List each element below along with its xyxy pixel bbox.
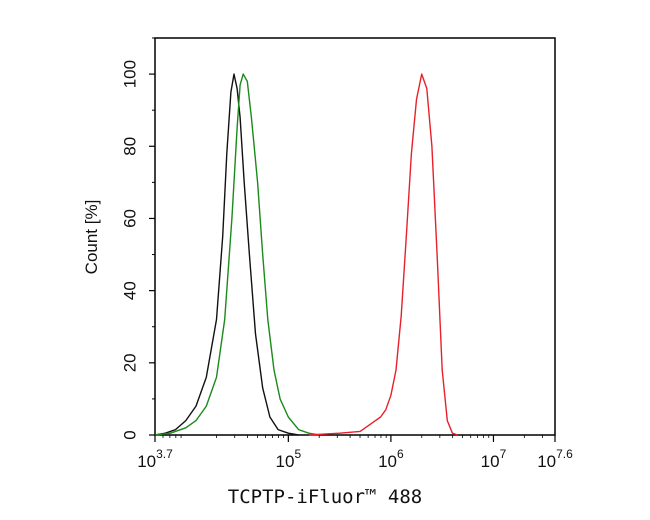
series-line-3: [308, 73, 458, 436]
series-line-2: [154, 73, 320, 436]
series-layer: [154, 73, 458, 436]
y-tick-label: 0: [120, 430, 139, 439]
y-tick-label: 100: [120, 60, 139, 88]
x-tick-label: 103.7: [137, 447, 173, 471]
y-tick-label: 60: [120, 209, 139, 228]
y-tick-label: 20: [120, 353, 139, 372]
x-tick-label: 106: [378, 447, 404, 471]
plot-frame: [154, 37, 556, 436]
x-axis: 103.7 105 106 107 107.6: [137, 435, 573, 471]
x-tick-label: 107.6: [537, 447, 573, 471]
y-axis-label: Count [%]: [82, 200, 101, 275]
y-tick-label: 80: [120, 137, 139, 156]
y-tick-label: 40: [120, 281, 139, 300]
series-line-1: [154, 73, 299, 436]
y-axis: 0 20 40 60 80 100: [120, 37, 155, 440]
x-tick-label: 107: [481, 447, 507, 471]
x-tick-label: 105: [276, 447, 302, 471]
x-axis-label: TCPTP-iFluor™ 488: [228, 486, 422, 508]
